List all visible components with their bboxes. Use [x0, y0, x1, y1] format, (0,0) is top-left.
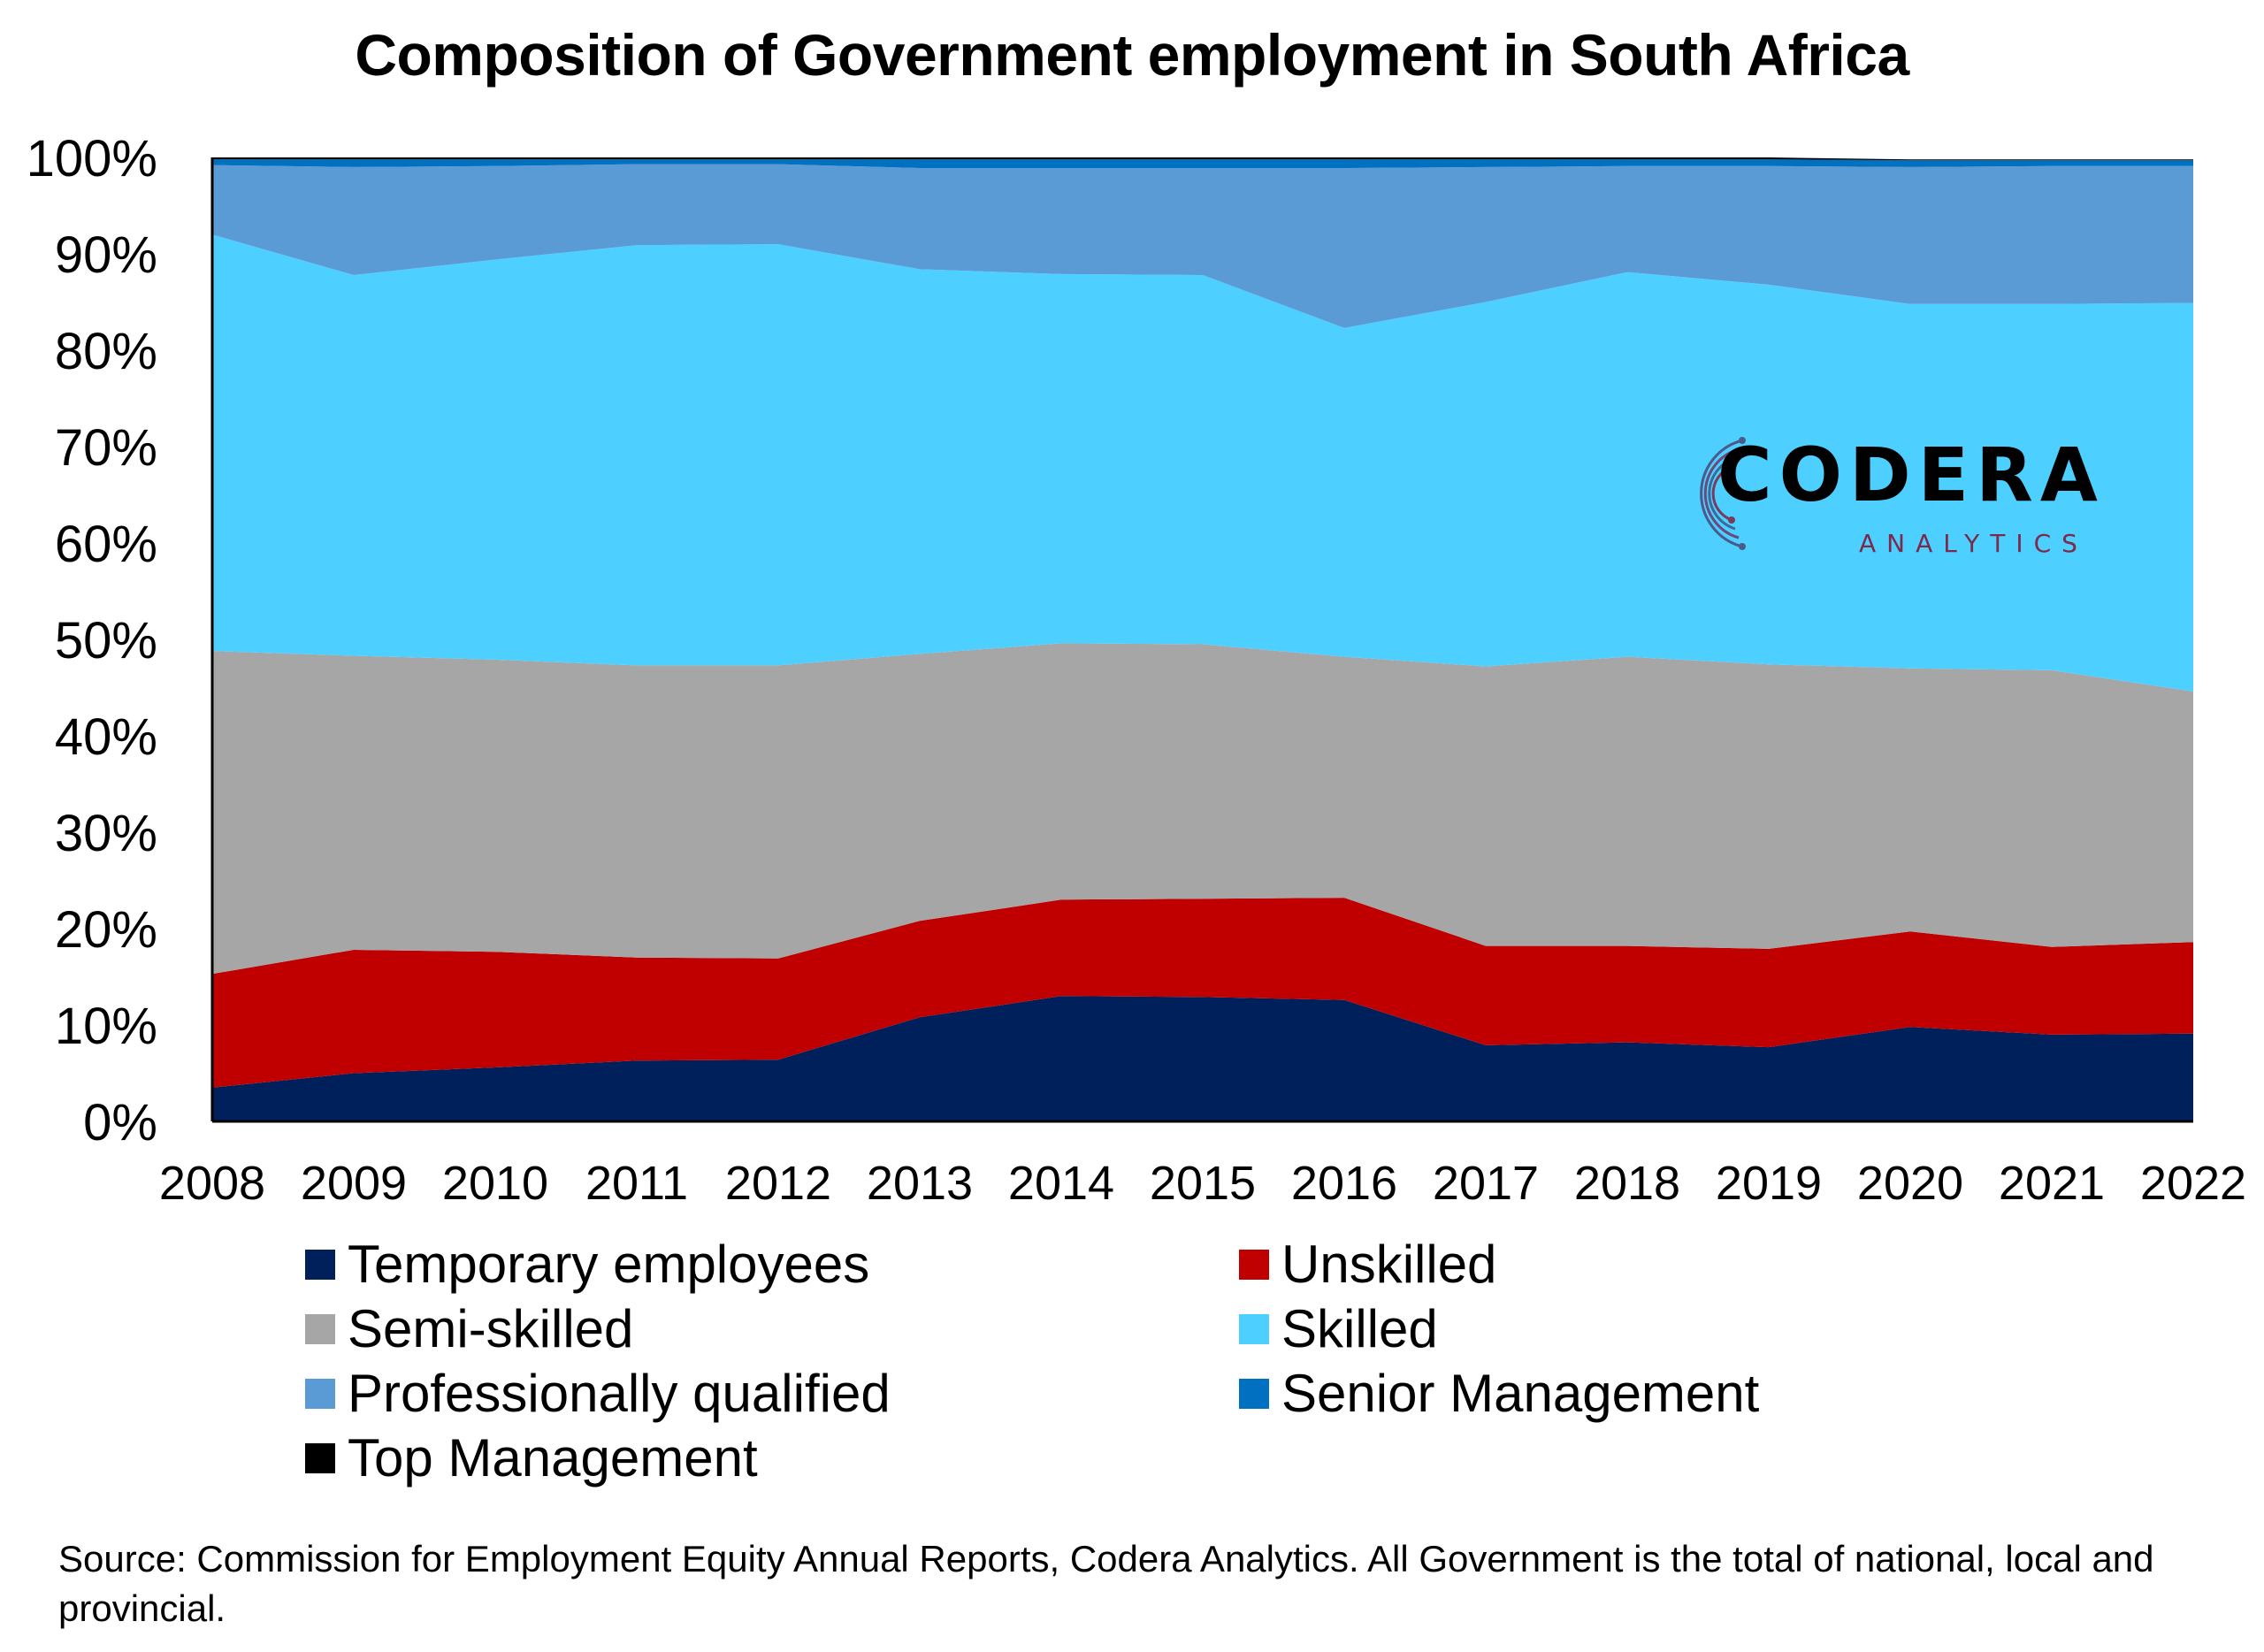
legend-label: Professionally qualified [348, 1364, 891, 1423]
legend-item-professionally-qualified: Professionally qualified [305, 1363, 891, 1424]
y-tick-label: 40% [55, 708, 157, 766]
chart-plot: 0%10%20%30%40%50%60%70%80%90%100% 2008 20… [27, 130, 2246, 1210]
legend-label: Temporary employees [348, 1235, 870, 1294]
y-tick-label: 30% [55, 805, 157, 862]
x-tick-label: 2015 [1150, 1157, 1256, 1210]
legend-label: Senior Management [1281, 1364, 1760, 1423]
legend-item-unskilled: Unskilled [1239, 1234, 1496, 1295]
x-tick-label: 2013 [867, 1157, 973, 1210]
y-tick-label: 0% [83, 1094, 157, 1151]
area-series-group [212, 157, 2193, 1121]
x-tick-label: 2011 [585, 1157, 688, 1210]
x-tick-label: 2009 [301, 1157, 407, 1210]
area-series-professionally-qualified [212, 164, 2193, 328]
legend-label: Unskilled [1281, 1235, 1497, 1294]
x-tick-label: 2010 [442, 1157, 548, 1210]
legend-label: Semi-skilled [348, 1299, 634, 1358]
y-tick-label: 100% [27, 130, 157, 187]
legend-swatch [305, 1442, 335, 1473]
legend-swatch [1239, 1378, 1269, 1409]
legend-swatch [305, 1313, 335, 1344]
logo-subtitle: ANALYTICS [1859, 529, 2088, 558]
legend-swatch [1239, 1313, 1269, 1344]
x-tick-label: 2018 [1574, 1157, 1680, 1210]
y-tick-label: 20% [55, 901, 157, 959]
x-tick-label: 2020 [1857, 1157, 1963, 1210]
legend-item-top-management: Top Management [305, 1427, 758, 1488]
legend-label: Top Management [348, 1428, 758, 1488]
legend-item-senior-management: Senior Management [1239, 1363, 1759, 1424]
legend-item-temporary-employees: Temporary employees [305, 1234, 869, 1295]
y-tick-label: 10% [55, 998, 157, 1055]
legend-swatch [1239, 1249, 1269, 1280]
logo-wordmark: CODERA [1717, 432, 2105, 518]
x-tick-label: 2012 [725, 1157, 831, 1210]
legend-item-skilled: Skilled [1239, 1298, 1438, 1359]
area-series-senior-management [212, 159, 2193, 168]
area-series-semi-skilled [212, 643, 2193, 975]
x-tick-label: 2008 [159, 1157, 265, 1210]
x-tick-label: 2017 [1433, 1157, 1539, 1210]
logo-circuit-icon [1700, 437, 1746, 550]
legend-label: Skilled [1281, 1299, 1438, 1358]
source-note: Source: Commission for Employment Equity… [58, 1538, 2154, 1629]
y-tick-label: 80% [55, 323, 157, 380]
y-tick-labels: 0% 10% 20% 30% 40% 50% 60% 70% 80% 90% 100% [27, 130, 157, 1151]
x-tick-label: 2016 [1291, 1157, 1397, 1210]
y-tick-label: 50% [55, 612, 157, 669]
area-series-temporary-employees [212, 996, 2193, 1121]
area-series-unskilled [212, 898, 2193, 1088]
area-series-skilled [212, 234, 2193, 692]
y-tick-label: 70% [55, 419, 157, 477]
y-tick-label: 60% [55, 516, 157, 573]
x-tick-label: 2021 [1999, 1157, 2105, 1210]
legend-item-semi-skilled: Semi-skilled [305, 1298, 633, 1359]
x-tick-label: 2022 [2140, 1157, 2246, 1210]
chart-title: Composition of Government employment in … [355, 22, 1909, 88]
x-tick-label: 2014 [1008, 1157, 1114, 1210]
area-series-top-management [212, 157, 2193, 161]
legend-swatch [305, 1249, 335, 1280]
x-tick-label: 2019 [1716, 1157, 1822, 1210]
axes-group [210, 157, 2193, 1123]
x-tick-labels: 2008 2009 2010 2011 2012 2013 2014 2015 2016 2017… [159, 1157, 2246, 1210]
codera-logo: CODERA ANALYTICS [1671, 432, 2098, 564]
legend-swatch [305, 1378, 335, 1409]
y-tick-label: 90% [55, 226, 157, 284]
